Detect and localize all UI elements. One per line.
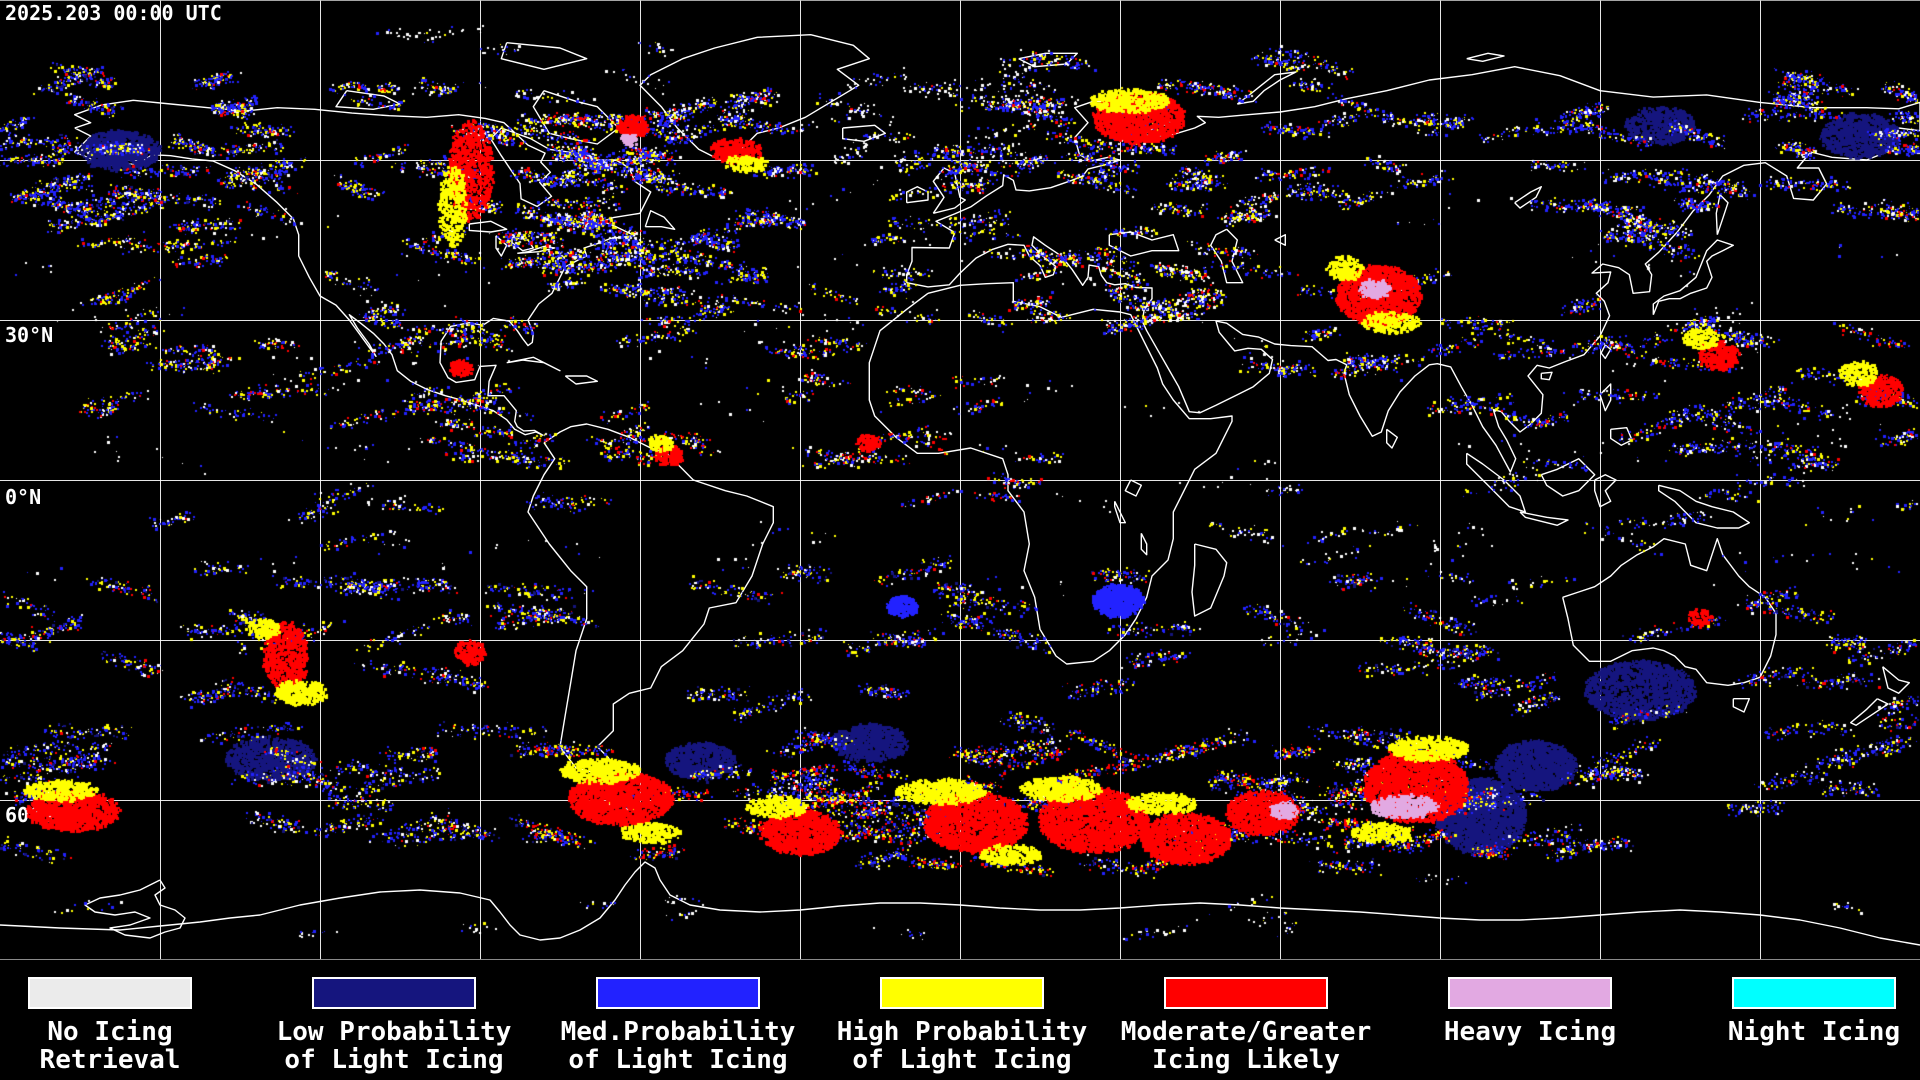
- legend-label-night-icing: Night Icing: [1727, 1017, 1901, 1047]
- legend-label-med-prob-light-icing: Med.Probability of Light Icing: [560, 1017, 796, 1075]
- legend-swatch-no-icing-retrieval: [28, 977, 192, 1009]
- legend-item-high-prob-light-icing: High Probability of Light Icing: [825, 960, 1099, 1074]
- legend-item-med-prob-light-icing: Med.Probability of Light Icing: [541, 960, 815, 1074]
- legend-label-high-prob-light-icing: High Probability of Light Icing: [836, 1017, 1088, 1075]
- legend-swatch-low-prob-light-icing: [312, 977, 476, 1009]
- legend-swatch-heavy-icing: [1448, 977, 1612, 1009]
- legend-item-heavy-icing: Heavy Icing: [1393, 960, 1667, 1046]
- legend-label-no-icing-retrieval: No Icing Retrieval: [39, 1017, 181, 1075]
- legend-item-night-icing: Night Icing: [1677, 960, 1920, 1046]
- legend-swatch-moderate-greater-icing: [1164, 977, 1328, 1009]
- legend-bar: No Icing Retrieval Low Probability of Lig…: [0, 960, 1920, 1080]
- legend-item-no-icing-retrieval: No Icing Retrieval: [0, 960, 247, 1074]
- legend-swatch-night-icing: [1732, 977, 1896, 1009]
- legend-label-moderate-greater-icing: Moderate/Greater Icing Likely: [1120, 1017, 1372, 1075]
- legend-label-heavy-icing: Heavy Icing: [1443, 1017, 1617, 1047]
- global-icing-map: 30°N0°N60°S 2025.203 00:00 UTC: [0, 0, 1920, 960]
- legend-swatch-med-prob-light-icing: [596, 977, 760, 1009]
- legend-swatch-high-prob-light-icing: [880, 977, 1044, 1009]
- map-bottom-edge: [0, 959, 1920, 960]
- timestamp-label: 2025.203 00:00 UTC: [5, 1, 222, 25]
- legend-label-low-prob-light-icing: Low Probability of Light Icing: [276, 1017, 512, 1075]
- icing-data-layer: [0, 0, 1920, 960]
- legend-item-low-prob-light-icing: Low Probability of Light Icing: [257, 960, 531, 1074]
- legend-item-moderate-greater-icing: Moderate/Greater Icing Likely: [1109, 960, 1383, 1074]
